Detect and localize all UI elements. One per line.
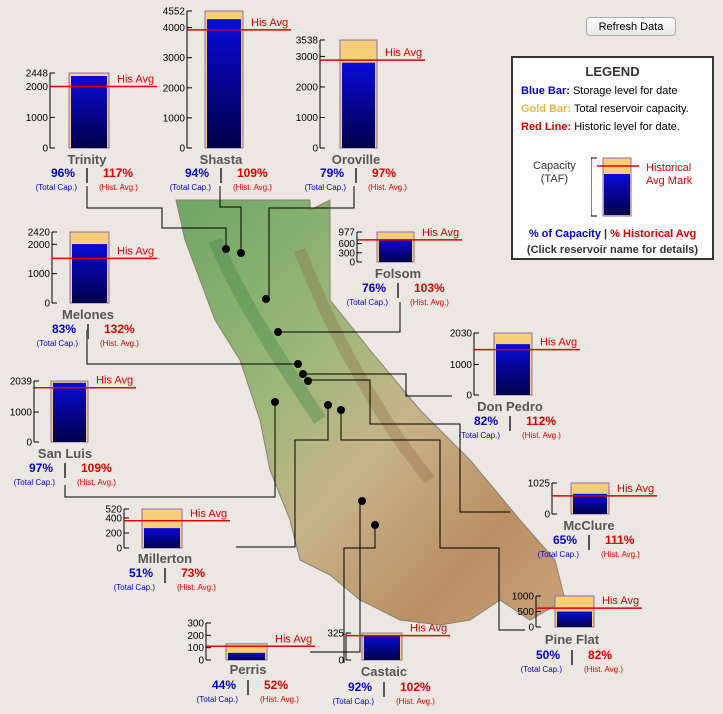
don-pedro-hist-avg-caption: (Hist. Avg.) (522, 431, 561, 440)
trinity-total-cap-caption: (Total Cap.) (35, 183, 77, 192)
millerton-pct-avg: 73% (181, 566, 206, 580)
millerton-separator (164, 568, 166, 583)
mcclure-name-link[interactable]: McClure (563, 518, 615, 533)
oroville-hist-avg-caption: (Hist. Avg.) (368, 183, 407, 192)
reservoir-dots (222, 245, 379, 529)
folsom-pct-avg: 103% (414, 281, 445, 295)
legend-box: LEGEND Blue Bar: Storage level for date … (511, 56, 714, 260)
oroville-pct-avg: 97% (372, 166, 397, 180)
perris-total-cap-caption: (Total Cap.) (196, 695, 238, 704)
perris-pct-capacity: 44% (211, 678, 236, 692)
pine-flat-pct-avg: 82% (588, 648, 613, 662)
gold-bar-text: Total reservoir capacity. (573, 103, 689, 115)
legend-click-note: (Click reservoir name for details) (526, 244, 699, 256)
san-luis-hist-avg-caption: (Hist. Avg.) (77, 478, 116, 487)
perris-pct-avg: 52% (264, 678, 289, 692)
folsom-separator (397, 283, 399, 298)
legend-pct-row: % of Capacity | % Historical Avg (513, 228, 712, 240)
legend-pct-avg: % Historical Avg (610, 228, 697, 240)
trinity-hist-avg-caption: (Hist. Avg.) (99, 183, 138, 192)
melones-pct-capacity: 83% (51, 322, 76, 336)
legend-blue: Blue Bar: Storage level for date (521, 85, 678, 97)
castaic-pct-capacity: 92% (347, 680, 372, 694)
mcclure-pct-avg: 111% (605, 533, 635, 547)
pine-flat-pct-capacity: 50% (535, 648, 560, 662)
perris-name-link[interactable]: Perris (229, 662, 267, 677)
shasta-separator (220, 168, 222, 183)
don-pedro-pct-avg: 112% (526, 414, 557, 428)
pine-flat-name-link[interactable]: Pine Flat (544, 632, 600, 647)
legend-title: LEGEND (585, 64, 640, 79)
san-luis-separator (64, 463, 66, 478)
trinity-pct-capacity: 96% (50, 166, 75, 180)
castaic-separator (383, 682, 385, 697)
pine-flat-separator (571, 650, 573, 665)
gold-bar-label: Gold Bar: (521, 103, 572, 115)
legend-capacity-label: Capacity (TAF) (533, 160, 576, 185)
melones-pct-avg: 132% (104, 322, 135, 336)
shasta-total-cap-caption: (Total Cap.) (169, 183, 211, 192)
shasta-pct-capacity: 94% (184, 166, 209, 180)
melones-separator (87, 324, 89, 339)
san-luis-name-link[interactable]: San Luis (37, 446, 93, 461)
millerton-total-cap-caption: (Total Cap.) (113, 583, 155, 592)
mcclure-separator (588, 535, 590, 550)
millerton-hist-avg-caption: (Hist. Avg.) (177, 583, 216, 592)
shasta-hist-avg-caption: (Hist. Avg.) (233, 183, 272, 192)
legend-separator: | (604, 228, 608, 240)
trinity-name-link[interactable]: Trinity (67, 152, 107, 167)
legend-sample-bar (591, 157, 639, 217)
legend-hist-label: Historical Avg Mark (646, 162, 693, 187)
castaic-hist-avg-caption: (Hist. Avg.) (396, 697, 435, 706)
pine-flat-total-cap-caption: (Total Cap.) (520, 665, 562, 674)
mcclure-total-cap-caption: (Total Cap.) (537, 550, 579, 559)
blue-bar-text: Storage level for date (572, 85, 678, 97)
millerton-pct-capacity: 51% (128, 566, 153, 580)
san-luis-pct-capacity: 97% (28, 461, 53, 475)
mcclure-pct-capacity: 65% (552, 533, 577, 547)
red-line-label: Red Line: (521, 121, 572, 133)
melones-total-cap-caption: (Total Cap.) (36, 339, 78, 348)
castaic-total-cap-caption: (Total Cap.) (332, 697, 374, 706)
legend-gold: Gold Bar: Total reservoir capacity. (521, 103, 689, 115)
san-luis-total-cap-caption: (Total Cap.) (13, 478, 55, 487)
don-pedro-pct-capacity: 82% (473, 414, 498, 428)
castaic-name-link[interactable]: Castaic (360, 664, 408, 679)
perris-separator (247, 680, 249, 695)
melones-name-link[interactable]: Melones (61, 307, 114, 322)
melones-hist-avg-caption: (Hist. Avg.) (100, 339, 139, 348)
folsom-hist-avg-caption: (Hist. Avg.) (410, 298, 449, 307)
red-line-text: Historic level for date. (574, 121, 680, 133)
legend-pct-capacity: % of Capacity (528, 228, 601, 240)
pine-flat-hist-avg-caption: (Hist. Avg.) (584, 665, 623, 674)
folsom-pct-capacity: 76% (361, 281, 386, 295)
don-pedro-name-link[interactable]: Don Pedro (477, 399, 543, 414)
trinity-pct-avg: 117% (103, 166, 134, 180)
oroville-pct-capacity: 79% (319, 166, 344, 180)
trinity-separator (86, 168, 88, 183)
connector-lines (64, 186, 525, 663)
perris-hist-avg-caption: (Hist. Avg.) (260, 695, 299, 704)
san-luis-pct-avg: 109% (81, 461, 112, 475)
oroville-name-link[interactable]: Oroville (331, 152, 381, 167)
oroville-total-cap-caption: (Total Cap.) (304, 183, 346, 192)
folsom-total-cap-caption: (Total Cap.) (346, 298, 388, 307)
shasta-name-link[interactable]: Shasta (199, 152, 243, 167)
mcclure-hist-avg-caption: (Hist. Avg.) (601, 550, 640, 559)
shasta-pct-avg: 109% (237, 166, 268, 180)
don-pedro-total-cap-caption: (Total Cap.) (458, 431, 500, 440)
don-pedro-separator (509, 416, 511, 431)
millerton-name-link[interactable]: Millerton (137, 551, 193, 566)
blue-bar-label: Blue Bar: (521, 85, 570, 97)
legend-red: Red Line: Historic level for date. (521, 121, 680, 133)
oroville-separator (355, 168, 357, 183)
folsom-name-link[interactable]: Folsom (374, 266, 422, 281)
castaic-pct-avg: 102% (400, 680, 431, 694)
refresh-data-button[interactable]: Refresh Data (586, 17, 676, 36)
